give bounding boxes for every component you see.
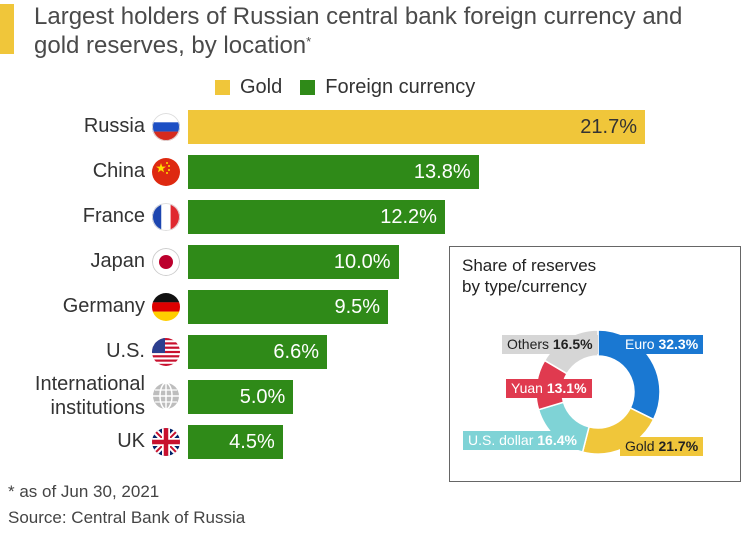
uk-flag-icon bbox=[152, 428, 180, 456]
row-label-international-line2: institutions bbox=[50, 397, 146, 419]
bar-value-international-institutions: 5.0% bbox=[239, 386, 286, 408]
reserves-share-panel: Share of reserves by type/currency Other… bbox=[449, 246, 741, 482]
row-label-uk: UK bbox=[117, 430, 145, 452]
bar-value-china: 13.8% bbox=[413, 161, 471, 183]
bar-value-uk: 4.5% bbox=[229, 431, 275, 453]
russia-flag-icon bbox=[152, 113, 180, 141]
legend-label-gold: Gold bbox=[240, 76, 283, 98]
bar-russia: 21.7% bbox=[188, 110, 645, 144]
donut-label-us-dollar: U.S. dollar 16.4% bbox=[463, 431, 582, 450]
row-label-international-line1: International bbox=[34, 373, 145, 395]
bar-uk: 4.5% bbox=[188, 425, 283, 459]
china-flag-icon bbox=[152, 158, 180, 186]
us-flag-icon bbox=[152, 338, 180, 366]
bar-france: 12.2% bbox=[188, 200, 445, 234]
bar-international-institutions: 5.0% bbox=[188, 380, 294, 414]
japan-flag-icon bbox=[152, 248, 180, 276]
row-label-germany: Germany bbox=[62, 295, 145, 317]
bar-us: 6.6% bbox=[188, 335, 327, 369]
row-label-china: China bbox=[92, 160, 145, 182]
legend-item-gold: Gold bbox=[215, 76, 282, 99]
legend-swatch-foreign-currency bbox=[300, 80, 316, 95]
legend-item-foreign-currency: Foreign currency bbox=[300, 76, 475, 99]
france-flag-icon bbox=[152, 203, 180, 231]
row-label-france: France bbox=[82, 205, 145, 227]
bar-value-russia: 21.7% bbox=[580, 116, 637, 138]
donut-label-others: Others 16.5% bbox=[502, 335, 598, 354]
bar-value-japan: 10.0% bbox=[333, 251, 391, 273]
donut-label-euro: Euro 32.3% bbox=[620, 335, 704, 354]
panel-title: Share of reserves by type/currency bbox=[462, 255, 596, 297]
source-note: Source: Central Bank of Russia bbox=[8, 508, 246, 527]
legend-swatch-gold bbox=[215, 80, 230, 95]
footnote: * as of Jun 30, 2021 bbox=[8, 482, 160, 501]
donut-label-yuan: Yuan 13.1% bbox=[506, 379, 592, 398]
bar-value-us: 6.6% bbox=[273, 341, 319, 363]
row-label-japan: Japan bbox=[90, 250, 146, 272]
bar-value-france: 12.2% bbox=[380, 206, 437, 228]
row-label-us: U.S. bbox=[106, 340, 145, 362]
globe-icon bbox=[152, 382, 180, 410]
bar-germany: 9.5% bbox=[188, 290, 389, 324]
legend: Gold Foreign currency bbox=[215, 76, 493, 99]
chart-title: Largest holders of Russian central bank … bbox=[34, 3, 683, 59]
donut-label-gold: Gold 21.7% bbox=[620, 437, 704, 456]
panel-title-line2: by type/currency bbox=[462, 277, 587, 296]
panel-title-line1: Share of reserves bbox=[462, 256, 597, 275]
title-accent-bar bbox=[0, 4, 14, 54]
legend-label-foreign-currency: Foreign currency bbox=[325, 76, 476, 98]
germany-flag-icon bbox=[152, 293, 180, 321]
row-label-russia: Russia bbox=[83, 115, 145, 137]
bar-japan: 10.0% bbox=[188, 245, 399, 279]
bar-value-germany: 9.5% bbox=[334, 296, 381, 318]
bar-china: 13.8% bbox=[188, 155, 479, 189]
